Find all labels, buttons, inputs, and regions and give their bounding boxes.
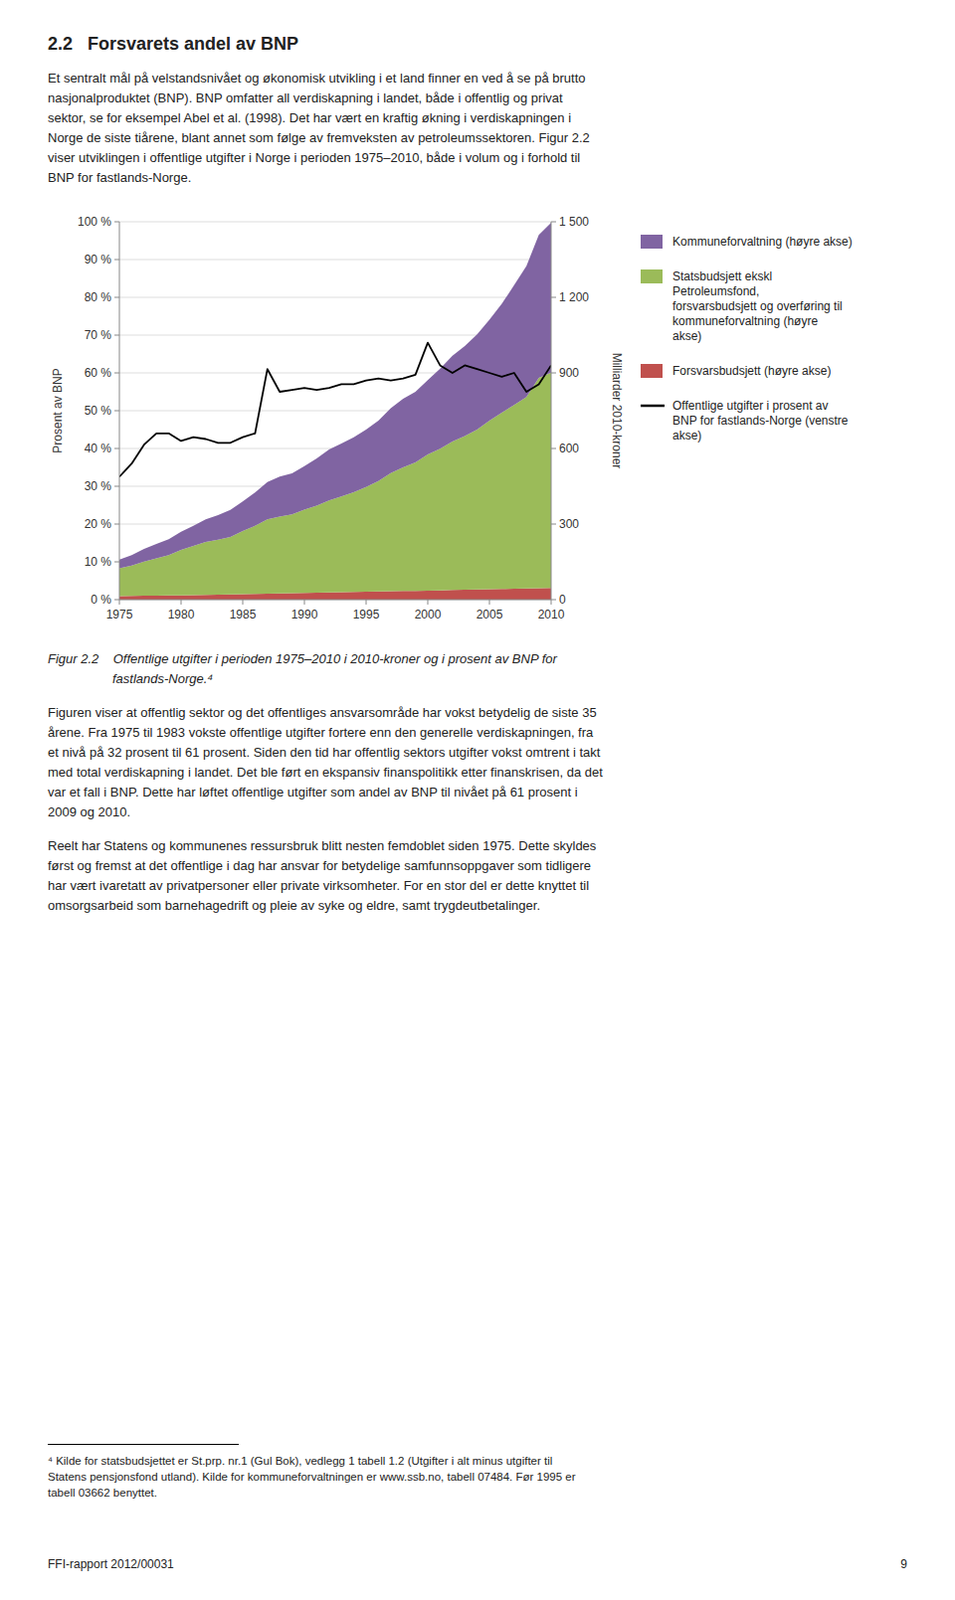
y-tick-label: 80 % <box>84 290 113 305</box>
y-tick <box>114 599 120 601</box>
y-tick <box>114 221 120 223</box>
y2-tick <box>551 524 557 526</box>
y2-tick <box>551 373 557 375</box>
x-tick-label: 2010 <box>538 607 566 622</box>
x-tick-label: 1995 <box>353 607 381 622</box>
legend-swatch <box>640 269 663 284</box>
footer: FFI-rapport 2012/000319 <box>47 1557 908 1572</box>
y2-axis-label: Milliarder 2010-kroner <box>609 353 624 470</box>
grid-line <box>119 259 552 261</box>
x-tick <box>551 599 553 605</box>
y-tick-label: 70 % <box>84 328 113 343</box>
grid-line <box>119 599 552 601</box>
y2-tick-label: 0 <box>559 592 567 607</box>
y-tick-label: 60 % <box>84 366 113 381</box>
page-number: 9 <box>900 1557 908 1572</box>
chart: 1975 1980 1985 1990 1995 2000 2005 2010 0 % 10 % 2… <box>47 205 908 644</box>
body-text: Reelt har Statens og kommunenes ressursb… <box>47 836 908 917</box>
y2-tick <box>551 448 557 450</box>
x-tick <box>366 599 368 605</box>
y-tick <box>114 373 120 375</box>
x-tick-label: 1975 <box>106 607 134 622</box>
footnote: ⁴ Kilde for statsbudsjettet er St.prp. n… <box>47 1453 908 1502</box>
y-tick <box>114 297 120 299</box>
line <box>119 343 552 478</box>
y2-tick <box>551 599 557 601</box>
y-tick <box>114 524 120 526</box>
y2-tick-label: 900 <box>559 366 579 381</box>
y2-tick-label: 1 500 <box>559 214 589 229</box>
legend-swatch <box>640 364 663 379</box>
y-tick-label: 10 % <box>84 555 113 570</box>
x-tick <box>489 599 491 605</box>
y-tick-label: 40 % <box>84 441 113 456</box>
y2-tick <box>551 297 557 299</box>
section-heading: 2.2 Forsvarets andel av BNP <box>47 33 908 55</box>
y2-tick <box>551 221 557 223</box>
plot-area <box>119 222 552 600</box>
x-tick-label: 2000 <box>414 607 442 622</box>
y-tick-label: 100 % <box>77 214 112 229</box>
y-tick <box>114 486 120 488</box>
x-tick <box>242 599 244 605</box>
grid-line <box>119 221 552 223</box>
y-tick <box>114 335 120 337</box>
page: 2.2 Forsvarets andel av BNP Et sentralt m… <box>47 0 908 917</box>
axes: 1975 1980 1985 1990 1995 2000 2005 2010 0 % 10 % 2… <box>50 214 624 622</box>
y-tick <box>114 448 120 450</box>
x-tick-label: 1980 <box>168 607 195 622</box>
legend-label: Forsvarsbudsjett (høyre akse) <box>672 364 831 379</box>
y-tick-label: 0 % <box>90 592 112 607</box>
y2-tick-label: 1 200 <box>559 290 589 305</box>
footer-text: FFI-rapport 2012/00031 <box>47 1557 908 1572</box>
y2-tick-label: 600 <box>559 441 579 456</box>
y-tick-label: 30 % <box>84 479 113 494</box>
body-text: Figuren viser at offentlig sektor og det… <box>47 703 908 823</box>
area <box>119 222 552 570</box>
legend-label: Kommuneforvaltning (høyre akse) <box>672 234 853 249</box>
body-text: Et sentralt mål på velstandsnivået og øk… <box>47 68 908 189</box>
y2-axis-line <box>551 221 553 600</box>
footnote-area: ⁴ Kilde for statsbudsjettet er St.prp. n… <box>47 1444 908 1502</box>
figure-caption: Figur 2.2 Offentlige utgifter i perioden… <box>47 649 908 690</box>
y-tick-label: 90 % <box>84 252 113 267</box>
x-tick <box>181 599 183 605</box>
x-tick <box>119 599 121 605</box>
legend-label: Offentlige utgifter i prosent avBNP for … <box>672 398 849 443</box>
x-axis-line <box>119 599 552 601</box>
y-tick <box>114 259 120 261</box>
legend: Kommuneforvaltning (høyre akse) Statsbuds… <box>640 234 853 443</box>
y-tick-label: 20 % <box>84 517 113 532</box>
x-tick-label: 1990 <box>291 607 319 622</box>
x-tick-label: 2005 <box>476 607 504 622</box>
x-tick-label: 1985 <box>229 607 257 622</box>
y2-tick-label: 300 <box>559 517 579 532</box>
y-tick-label: 50 % <box>84 403 113 418</box>
grid <box>119 221 552 600</box>
x-tick <box>427 599 429 605</box>
legend-swatch <box>640 234 663 249</box>
y-tick <box>114 562 120 564</box>
grid-line <box>119 297 552 299</box>
x-tick <box>304 599 306 605</box>
y-tick <box>114 410 120 412</box>
footnote-rule <box>47 1444 239 1446</box>
legend-swatch <box>640 404 665 408</box>
y-axis-label: Prosent av BNP <box>50 368 65 453</box>
legend-label: Statsbudsjett eksklPetroleumsfond,forsva… <box>672 269 843 344</box>
